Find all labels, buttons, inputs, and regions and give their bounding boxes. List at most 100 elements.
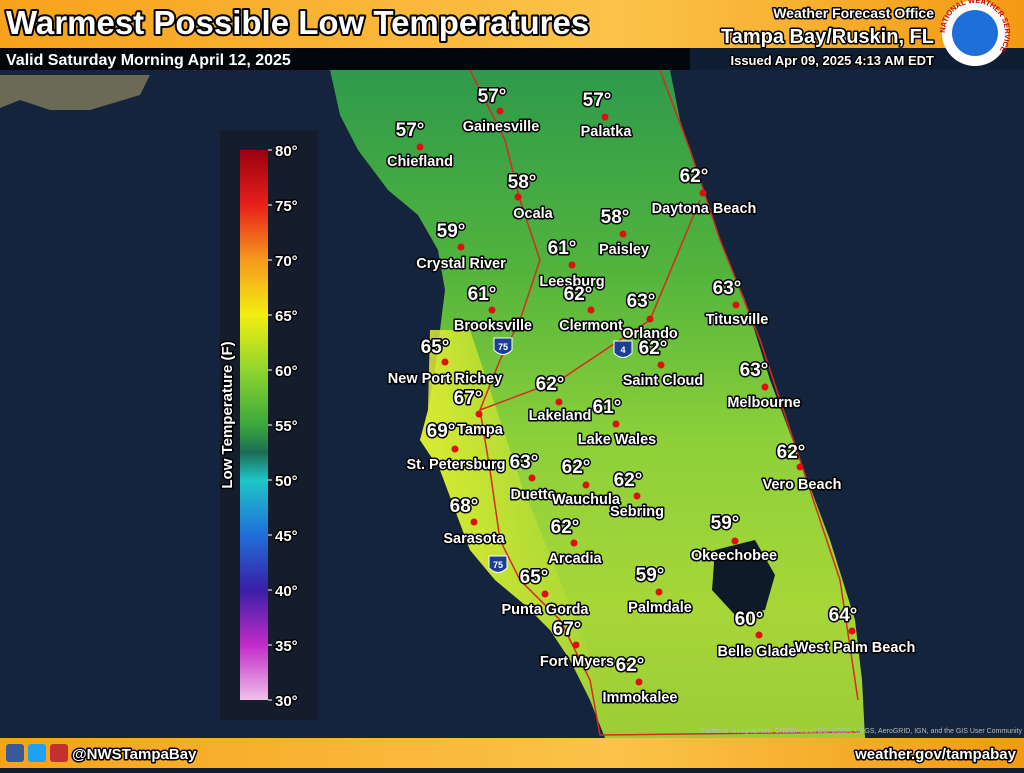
city-temperature: 62° [562, 457, 591, 478]
city-dot [699, 189, 707, 197]
city-temperature: 57° [396, 120, 425, 141]
city-dot [655, 588, 663, 596]
city-temperature: 64° [829, 605, 858, 626]
city-temperature: 61° [468, 284, 497, 305]
interstate-shield [493, 337, 513, 355]
city-dot [451, 445, 459, 453]
city-temperature: 61° [548, 238, 577, 259]
interstate-number: 4 [620, 345, 625, 355]
legend-tick-label: 35° [275, 638, 298, 655]
city-dot [416, 143, 424, 151]
city-name: Crystal River [416, 256, 506, 272]
city-name: Brooksville [454, 318, 532, 334]
city-dot [514, 193, 522, 201]
city-dot [619, 230, 627, 238]
city-temperature: 67° [454, 388, 483, 409]
legend-tick-label: 50° [275, 473, 298, 490]
city-temperature: 57° [583, 90, 612, 111]
legend-tick-label: 75° [275, 198, 298, 215]
city-dot [470, 518, 478, 526]
legend-title: Low Temperature (F) [219, 341, 236, 488]
shields: 75 4 75 [488, 337, 633, 573]
city-name: Paisley [599, 242, 649, 258]
city-name: Clermont [559, 318, 623, 334]
logo-center [952, 10, 998, 56]
city-name: Melbourne [727, 395, 800, 411]
city-dot [601, 113, 609, 121]
legend-tick-label: 30° [275, 693, 298, 710]
city-dot [555, 398, 563, 406]
city-dot [587, 306, 595, 314]
city-dot [572, 641, 580, 649]
website[interactable]: weather.gov/tampabay [853, 745, 1019, 765]
city-temperature: 65° [520, 567, 549, 588]
city-temperature: 63° [740, 360, 769, 381]
interstate-shield [613, 340, 633, 358]
footer-bar [0, 738, 1024, 768]
legend-tick-label: 55° [275, 418, 298, 435]
panhandle [0, 75, 150, 110]
city-temperature: 61° [593, 397, 622, 418]
city-temperature: 63° [713, 278, 742, 299]
city-temperature: 62° [777, 442, 806, 463]
twitter-icon[interactable] [28, 744, 46, 762]
city-name: Gainesville [463, 119, 540, 135]
interstate-number: 75 [493, 560, 503, 570]
legend-tick-label: 80° [275, 143, 298, 160]
city-dot [731, 537, 739, 545]
city-temperature: 59° [711, 513, 740, 534]
city-temperature: 62° [551, 517, 580, 538]
valid-bar [0, 48, 690, 70]
interstates [469, 69, 861, 736]
valid-time: Valid Saturday Morning April 12, 2025 [6, 52, 291, 69]
city-dot [848, 627, 856, 635]
legend-tick-label: 70° [275, 253, 298, 270]
city-temperature: 65° [421, 337, 450, 358]
city-name: Belle Glade [718, 644, 797, 660]
city-dot [635, 678, 643, 686]
city-temperature: 58° [601, 207, 630, 228]
city-name: Leesburg [539, 274, 604, 290]
city-name: Sebring [610, 504, 664, 520]
city-name: Punta Gorda [501, 602, 589, 618]
social-handle[interactable]: @NWSTampaBay [71, 745, 199, 765]
facebook-icon[interactable] [6, 744, 24, 762]
city-dot [496, 107, 504, 115]
city-temperature: 62° [680, 166, 709, 187]
city-temperature: 62° [536, 374, 565, 395]
city-temperature: 68° [450, 496, 479, 517]
city-dot [488, 306, 496, 314]
city-dot [657, 361, 665, 369]
legend-tick-label: 45° [275, 528, 298, 545]
city-temperature: 59° [437, 221, 466, 242]
coastal-warm-zone [420, 330, 605, 738]
city-temperature: 62° [564, 284, 593, 305]
city-name: New Port Richey [388, 371, 502, 387]
city-temperature: 67° [553, 619, 582, 640]
office-name: Tampa Bay/Ruskin, FL [721, 26, 934, 48]
lake-okeechobee [712, 540, 775, 615]
city-name: Titusville [706, 312, 769, 328]
office-label: Weather Forecast Office [773, 5, 934, 21]
city-name: Wauchula [552, 492, 621, 508]
city-temperature: 57° [478, 86, 507, 107]
city-name: Okeechobee [691, 548, 777, 564]
city-temperature: 69° [427, 421, 456, 442]
issued-time: Issued Apr 09, 2025 4:13 AM EDT [730, 53, 934, 68]
city-dot [541, 590, 549, 598]
city-name: Daytona Beach [652, 201, 757, 217]
city-temperature: 63° [510, 452, 539, 473]
interstate-number: 75 [498, 342, 508, 352]
city-dot [761, 383, 769, 391]
city-name: Palmdale [628, 600, 692, 616]
city-name: Tampa [457, 422, 504, 438]
city-name: West Palm Beach [795, 640, 916, 656]
city-name: Fort Myers [540, 654, 614, 670]
city-temperature: 62° [614, 470, 643, 491]
colorbar [240, 150, 268, 700]
youtube-icon[interactable] [50, 744, 68, 762]
city-name: Vero Beach [763, 477, 842, 493]
city-name: Ocala [513, 206, 553, 222]
legend-tick-label: 65° [275, 308, 298, 325]
